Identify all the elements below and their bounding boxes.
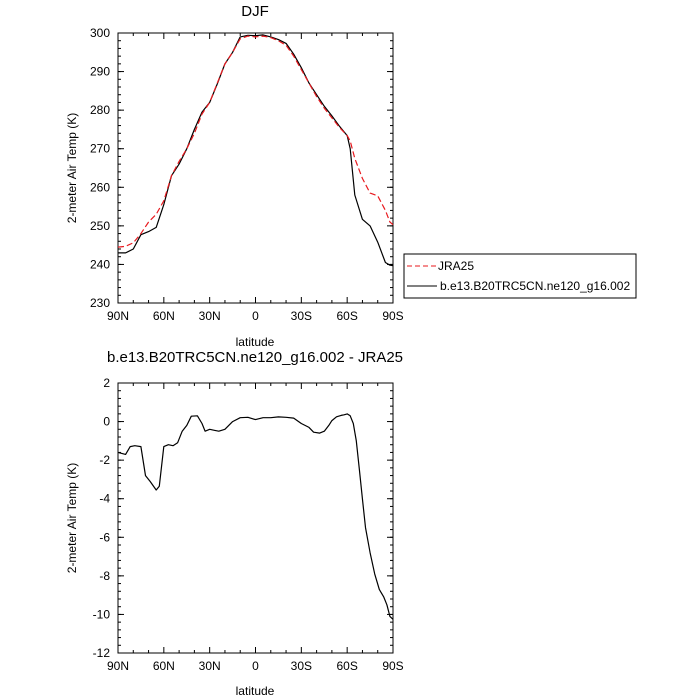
bottom-y-tick-label: -6 <box>99 530 110 544</box>
top-y-tick-label: 280 <box>90 103 110 117</box>
bottom-x-ticks: 90N 60N 30N 0 30S 60S 90S <box>107 383 404 673</box>
top-y-tick-label: 230 <box>90 296 110 310</box>
bottom-y-ticks: -12 -10 -8 -6 -4 -2 0 2 <box>93 376 393 660</box>
legend: JRA25 b.e13.B20TRC5CN.ne120_g16.002 <box>403 253 637 299</box>
top-y-tick-label: 270 <box>90 142 110 156</box>
bottom-x-tick-label: 90N <box>107 659 129 673</box>
top-y-tick-label: 300 <box>90 26 110 40</box>
top-x-tick-label: 60S <box>336 309 357 323</box>
bottom-y-tick-label: -10 <box>93 607 111 621</box>
top-x-tick-label: 90S <box>382 309 403 323</box>
bottom-x-tick-label: 60S <box>336 659 357 673</box>
top-x-tick-label: 0 <box>252 309 259 323</box>
bottom-x-tick-label: 30S <box>291 659 312 673</box>
top-x-axis-label: latitude <box>236 335 275 349</box>
top-y-tick-label: 250 <box>90 219 110 233</box>
top-chart-title: DJF <box>241 3 269 20</box>
top-y-axis-label: 2-meter Air Temp (K) <box>65 113 79 223</box>
top-x-tick-label: 30S <box>291 309 312 323</box>
top-x-tick-label: 90N <box>107 309 129 323</box>
bottom-y-axis-label: 2-meter Air Temp (K) <box>65 463 79 573</box>
top-x-tick-label: 30N <box>199 309 221 323</box>
top-y-tick-label: 240 <box>90 257 110 271</box>
bottom-plot-frame <box>117 382 394 654</box>
top-panel: DJF 90N 60N 30N 0 30S 60S 90S 2302402502602702… <box>65 3 404 349</box>
top-y-tick-label: 260 <box>90 180 110 194</box>
bottom-x-tick-label: 60N <box>153 659 175 673</box>
bottom-x-tick-label: 90S <box>382 659 403 673</box>
bottom-y-tick-label: -4 <box>99 492 110 506</box>
top-y-tick-label: 290 <box>90 65 110 79</box>
top-series-line-model <box>118 34 394 267</box>
bottom-panel: b.e13.B20TRC5CN.ne120_g16.002 - JRA25 90… <box>65 349 404 698</box>
bottom-x-tick-label: 30N <box>199 659 221 673</box>
bottom-y-tick-label: -12 <box>93 646 111 660</box>
bottom-y-tick-label: -8 <box>99 569 110 583</box>
top-series-line-jra25 <box>117 35 394 248</box>
top-x-ticks: 90N 60N 30N 0 30S 60S 90S <box>107 33 404 323</box>
top-y-ticks: 230 240 250 260 270 280 290 300 <box>90 26 393 310</box>
legend-box <box>403 253 637 299</box>
top-x-tick-label: 60N <box>153 309 175 323</box>
bottom-y-tick-label: 2 <box>103 376 110 390</box>
bottom-series-line-difference <box>117 413 394 620</box>
legend-label-model: b.e13.B20TRC5CN.ne120_g16.002 <box>440 279 630 293</box>
bottom-chart-title: b.e13.B20TRC5CN.ne120_g16.002 - JRA25 <box>107 349 403 366</box>
bottom-y-tick-label: -2 <box>99 453 110 467</box>
bottom-series <box>117 413 394 620</box>
bottom-x-axis-label: latitude <box>236 684 275 698</box>
bottom-x-tick-label: 0 <box>252 659 259 673</box>
bottom-y-tick-label: 0 <box>103 415 110 429</box>
top-series <box>117 34 394 267</box>
legend-label-jra25: JRA25 <box>438 259 474 273</box>
